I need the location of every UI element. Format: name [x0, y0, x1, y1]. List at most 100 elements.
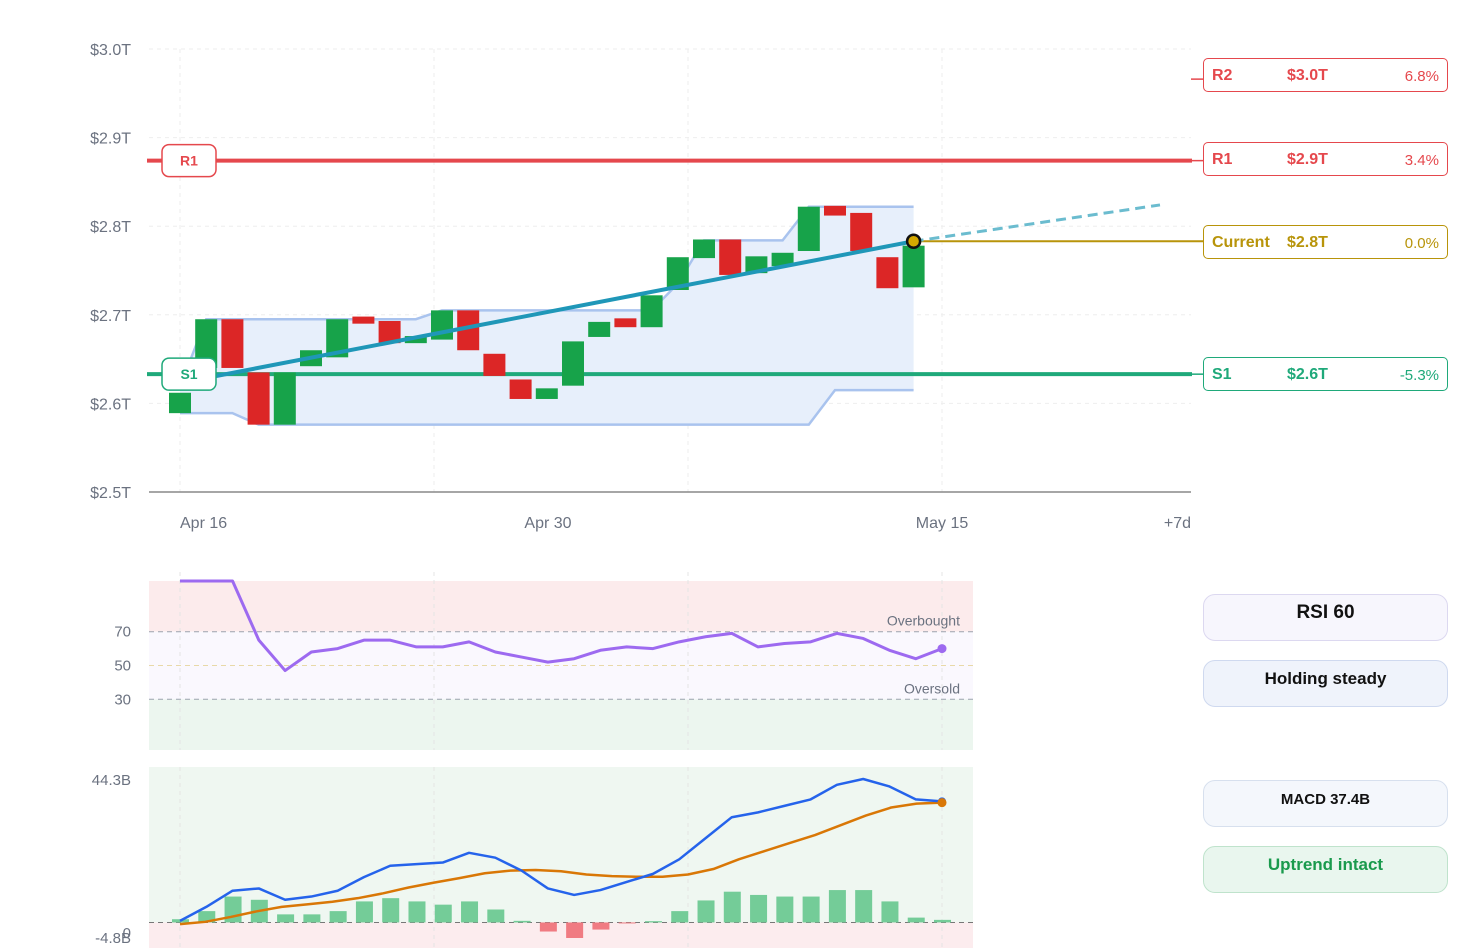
s1-pill: [161, 357, 217, 391]
candle-bull: [588, 321, 611, 337]
level-tag-r1-pct: 3.4%: [1404, 152, 1439, 169]
rsi-tick-label: 50: [114, 658, 131, 675]
macd-hist-bar-positive: [881, 901, 899, 923]
macd-tick-label: -4.8B: [95, 930, 131, 947]
level-tag-current-value: $2.8T: [1287, 234, 1328, 251]
macd-hist-bar-positive: [277, 914, 295, 923]
candle-bull: [195, 319, 218, 368]
macd-value-card: MACD 37.4B: [1203, 780, 1448, 827]
macd-tick-label: 0: [123, 925, 131, 942]
current-price-marker: [905, 233, 922, 250]
candle-bear: [457, 310, 480, 351]
macd-hist-bar-positive: [697, 900, 715, 923]
macd-negative-zone: [149, 922, 973, 948]
level-tag-r2-value: $3.0T: [1287, 67, 1328, 84]
macd-hist-bar-positive: [408, 901, 426, 923]
level-tag-s1-pct: -5.3%: [1399, 367, 1439, 384]
rsi-tick-label: 70: [114, 624, 131, 641]
macd-hist-bar-positive: [513, 920, 531, 923]
macd-hist-bar-negative: [592, 922, 610, 930]
macd-hist-bar-positive: [671, 911, 689, 923]
trend-projection-line: [913, 203, 1161, 243]
candle-bear: [824, 205, 846, 216]
candle-bull: [666, 257, 689, 290]
macd-hist-bar-positive: [461, 901, 479, 923]
rsi-last-point: [937, 644, 947, 654]
candle-bear: [378, 321, 401, 344]
overbought-label: Overbought: [887, 613, 960, 629]
macd-hist-bar-positive: [434, 904, 452, 923]
macd-signal-line: [179, 801, 943, 926]
candle-bear: [719, 239, 742, 275]
candle-bull: [273, 372, 296, 425]
macd-positive-zone: [149, 767, 973, 923]
candle-bull: [404, 336, 427, 344]
level-tag-r2-name: R2: [1212, 67, 1233, 84]
macd-signal-last-point: [937, 798, 947, 808]
level-tag-s1-name: S1: [1212, 366, 1232, 383]
macd-tick-label: 44.3B: [92, 772, 131, 789]
candle-bull: [535, 388, 558, 399]
level-tag-r2-pct: 6.8%: [1404, 68, 1439, 85]
macd-hist-bar-positive: [329, 911, 347, 923]
candle-bear: [221, 319, 244, 368]
level-tag-r2: R2 $3.0T 6.8%: [1203, 58, 1448, 92]
price-tick-label: $2.9T: [90, 131, 131, 148]
channel-lower-line: [180, 388, 914, 426]
candle-bear: [850, 212, 873, 252]
rsi-neutral-zone: [149, 631, 973, 700]
candle-bull: [640, 295, 663, 328]
macd-hist-bar-positive: [828, 890, 846, 923]
rsi-value-card: RSI 60: [1203, 594, 1448, 641]
trend-line: [179, 239, 914, 385]
date-tick-label: Apr 30: [524, 515, 571, 532]
rsi-status-card: Holding steady: [1203, 660, 1448, 707]
macd-hist-bar-negative: [618, 922, 636, 924]
level-tag-current: Current $2.8T 0.0%: [1203, 225, 1448, 259]
candle-bear: [483, 353, 506, 376]
macd-hist-bar-positive: [907, 917, 925, 923]
macd-hist-bar-positive: [855, 890, 873, 923]
macd-hist-bar-positive: [750, 894, 768, 923]
date-tick-label: +7d: [1164, 515, 1191, 532]
level-tag-current-pct: 0.0%: [1404, 235, 1439, 252]
r1-pill-label: R1: [180, 153, 198, 169]
macd-hist-bar-positive: [934, 919, 951, 923]
macd-hist-bar-positive: [776, 896, 794, 923]
rsi-oversold-zone: [149, 699, 973, 750]
candle-bear: [876, 257, 899, 289]
macd-hist-bar-positive: [198, 911, 216, 923]
level-tag-r1: R1 $2.9T 3.4%: [1203, 142, 1448, 176]
candle-bull: [693, 239, 715, 259]
price-tick-label: $2.6T: [90, 396, 131, 413]
level-tag-r1-name: R1: [1212, 151, 1233, 168]
rsi-tick-label: 30: [114, 691, 131, 708]
candle-bull: [562, 341, 584, 386]
price-tick-label: $2.7T: [90, 308, 131, 325]
level-tag-s1-value: $2.6T: [1287, 366, 1328, 383]
macd-hist-bar-positive: [487, 909, 505, 923]
price-tick-label: $2.8T: [90, 219, 131, 236]
level-tag-current-name: Current: [1212, 234, 1270, 251]
macd-hist-bar-negative: [539, 922, 557, 932]
s1-pill-label: S1: [180, 366, 197, 382]
macd-hist-bar-positive: [303, 914, 321, 923]
macd-hist-bar-positive: [723, 891, 741, 923]
macd-status-card: Uptrend intact: [1203, 846, 1448, 893]
price-tick-label: $2.5T: [90, 485, 131, 502]
level-tag-r1-value: $2.9T: [1287, 151, 1328, 168]
date-tick-label: Apr 16: [180, 515, 227, 532]
macd-line: [179, 777, 943, 922]
macd-hist-bar-positive: [382, 898, 400, 923]
candle-bear: [509, 379, 532, 399]
oversold-label: Oversold: [904, 680, 960, 696]
candle-bull: [902, 245, 925, 288]
macd-hist-bar-negative: [566, 922, 584, 938]
macd-hist-bar-positive: [802, 896, 820, 923]
candle-bull: [771, 252, 794, 267]
candle-bear: [614, 318, 637, 328]
candle-bear: [352, 316, 375, 324]
candle-bear: [247, 372, 270, 425]
candle-bull: [326, 319, 349, 358]
